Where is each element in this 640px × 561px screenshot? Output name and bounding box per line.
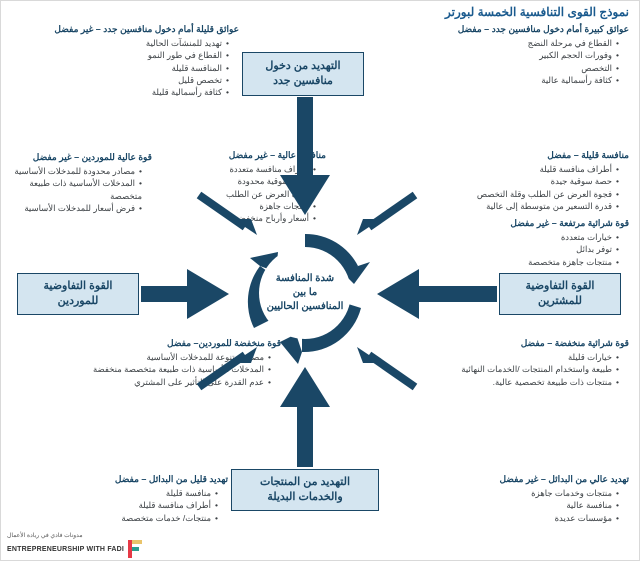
force-suppliers: القوة التفاوضيةللموردين <box>17 273 139 315</box>
note-left-upper: قوة عالية للموردين – غير مفضل مصادر محدو… <box>7 151 152 214</box>
force-buyers-label: القوة التفاوضيةللمشترين <box>526 279 595 309</box>
arrow-from-left-icon <box>141 269 229 319</box>
list-item: أطراف منافسة قليلة <box>394 163 619 175</box>
center-rivalry-label: شدة المنافسةما بينالمنافسين الحاليين <box>267 272 344 314</box>
list-item: منافسة عالية <box>429 499 619 511</box>
note-right-upper: قوة شرائية مرتفعة – غير مفضل خيارات متعد… <box>449 217 629 268</box>
list-item: وفورات الحجم الكبير <box>409 49 619 61</box>
list-item: مؤسسات عديدة <box>429 512 619 524</box>
list-item: أطراف منافسة قليلة <box>43 499 218 511</box>
arrow-from-top-icon <box>280 97 330 217</box>
note-top-left: عوائق قليلة أمام دخول منافسين جدد – غير … <box>9 23 239 99</box>
note-right-lower-hdr: قوة شرائية منخفضة – مفضل <box>414 337 629 350</box>
arrow-from-bottom-icon <box>280 367 330 467</box>
logo-f-icon <box>128 540 142 558</box>
note-mid-right-a: منافسة قليلة – مفضل أطراف منافسة قليلةحص… <box>394 149 629 212</box>
list-item: فجوة العرض عن الطلب وقلة التخصص <box>394 188 619 200</box>
note-bottom-left-list: منافسة قليلةأطراف منافسة قليلةمنتجات/ خد… <box>43 487 228 524</box>
list-item: منتجات وخدمات جاهزة <box>429 487 619 499</box>
list-item: فرض أسعار للمدخلات الأساسية <box>7 202 142 214</box>
list-item: قدرة التسعير من متوسطة إلى عالية <box>394 200 619 212</box>
note-bottom-left: تهديد قليل من البدائل – مفضل منافسة قليل… <box>43 473 228 524</box>
arrow-from-right-icon <box>377 269 497 319</box>
note-bottom-right-hdr: تهديد عالي من البدائل – غير مفضل <box>429 473 629 486</box>
note-mid-right-a-list: أطراف منافسة قليلةحصة سوقية جيدةفجوة الع… <box>394 163 629 212</box>
list-item: حصة سوقية جيدة <box>394 175 619 187</box>
note-right-lower: قوة شرائية منخفضة – مفضل خيارات قليلةطبي… <box>414 337 629 388</box>
list-item: كثافة رأسمالية قليلة <box>9 86 229 98</box>
list-item: توفر بدائل <box>449 243 619 255</box>
note-top-right-list: القطاع في مرحلة النضجوفورات الحجم الكبير… <box>409 37 629 86</box>
force-new-entrants-label: التهديد من دخولمنافسين جدد <box>265 59 340 89</box>
note-right-lower-list: خيارات قليلةطبيعة واستخدام المنتجات /الخ… <box>414 351 629 388</box>
note-right-upper-list: خيارات متعددةتوفر بدائلمنتجات جاهزة متخص… <box>449 231 629 268</box>
note-left-upper-hdr: قوة عالية للموردين – غير مفضل <box>7 151 152 164</box>
source-logo: مدونات فادي في ريادة الأعمال ENTREPRENEU… <box>7 533 142 558</box>
list-item: منتجات جاهزة متخصصة <box>449 256 619 268</box>
list-item: منتجات/ خدمات متخصصة <box>43 512 218 524</box>
source-logo-ar: مدونات فادي في ريادة الأعمال <box>7 533 142 540</box>
force-buyers: القوة التفاوضيةللمشترين <box>499 273 621 315</box>
list-item: تخصص قليل <box>9 74 229 86</box>
list-item: منتجات ذات طبيعة تخصصية عالية. <box>414 376 619 388</box>
force-substitutes: التهديد من المنتجاتوالخدمات البديلة <box>231 469 379 511</box>
list-item: القطاع في مرحلة النضج <box>409 37 619 49</box>
diagram-canvas: نموذج القوى التنافسية الخمسة لبورتر الته… <box>0 0 640 561</box>
note-top-left-list: تهديد للمنشآت الحاليةالقطاع في طور النمو… <box>9 37 239 99</box>
note-top-right-hdr: عوائق كبيرة أمام دخول منافسين جدد – مفضل <box>409 23 629 36</box>
source-logo-en: ENTREPRENEURSHIP WITH FADI <box>7 546 126 553</box>
list-item: كثافة رأسمالية عالية <box>409 74 619 86</box>
list-item: التخصص <box>409 62 619 74</box>
list-item: المدخلات الأساسية ذات طبيعة متخصصة <box>7 177 142 202</box>
list-item: خيارات قليلة <box>414 351 619 363</box>
note-left-upper-list: مصادر محدودة للمدخلات الأساسيةالمدخلات ا… <box>7 165 152 214</box>
force-suppliers-label: القوة التفاوضيةللموردين <box>44 279 113 309</box>
list-item: المنافسة قليلة <box>9 62 229 74</box>
list-item: القطاع في طور النمو <box>9 49 229 61</box>
note-top-left-hdr: عوائق قليلة أمام دخول منافسين جدد – غير … <box>9 23 239 36</box>
center-rivalry: شدة المنافسةما بينالمنافسين الحاليين <box>259 247 351 339</box>
note-mid-right-a-hdr: منافسة قليلة – مفضل <box>394 149 629 162</box>
force-substitutes-label: التهديد من المنتجاتوالخدمات البديلة <box>260 475 350 505</box>
note-right-upper-hdr: قوة شرائية مرتفعة – غير مفضل <box>449 217 629 230</box>
list-item: منافسة قليلة <box>43 487 218 499</box>
list-item: مصادر محدودة للمدخلات الأساسية <box>7 165 142 177</box>
note-bottom-right-list: منتجات وخدمات جاهزةمنافسة عاليةمؤسسات عد… <box>429 487 629 524</box>
list-item: خيارات متعددة <box>449 231 619 243</box>
force-new-entrants: التهديد من دخولمنافسين جدد <box>242 52 364 96</box>
list-item: طبيعة واستخدام المنتجات /الخدمات النهائي… <box>414 363 619 375</box>
note-bottom-left-hdr: تهديد قليل من البدائل – مفضل <box>43 473 228 486</box>
list-item: تهديد للمنشآت الحالية <box>9 37 229 49</box>
note-bottom-right: تهديد عالي من البدائل – غير مفضل منتجات … <box>429 473 629 524</box>
diagram-title: نموذج القوى التنافسية الخمسة لبورتر <box>445 5 629 19</box>
note-top-right: عوائق كبيرة أمام دخول منافسين جدد – مفضل… <box>409 23 629 86</box>
